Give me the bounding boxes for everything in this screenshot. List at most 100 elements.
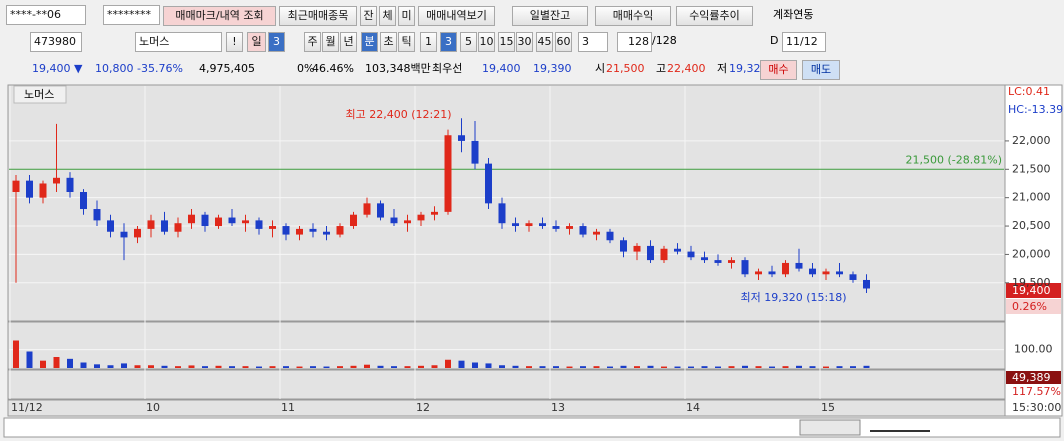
volume-bar	[499, 365, 505, 368]
ui-button[interactable]: 최근매매종목	[279, 6, 357, 26]
ui-button[interactable]: 5	[460, 32, 477, 52]
candle-body	[444, 135, 452, 212]
ui-text: 46.46%	[312, 62, 354, 75]
ui-button[interactable]: 1	[420, 32, 437, 52]
volume-bar	[620, 365, 627, 368]
chart-title: 노머스	[24, 88, 54, 101]
ui-button[interactable]: 월	[322, 32, 339, 52]
change-box	[1006, 299, 1061, 314]
scrollbar[interactable]	[3, 417, 1061, 438]
last-label: 19,400	[1012, 284, 1051, 297]
volume-bar	[364, 364, 370, 368]
ui-button[interactable]: 11/12	[782, 32, 826, 52]
reference-label: 21,500 (-28.81%)	[906, 153, 1002, 166]
ui-button[interactable]: 3	[578, 32, 608, 52]
volume-bar	[580, 366, 586, 368]
candle-body	[471, 140, 479, 164]
ui-button[interactable]: 수익률추이	[676, 6, 753, 26]
ui-text: 0%	[297, 62, 315, 75]
ui-button[interactable]: 년	[340, 32, 357, 52]
volume-bar	[242, 366, 249, 368]
candle-body	[39, 183, 47, 198]
candle-body	[390, 217, 398, 224]
ui-text: 19,390	[533, 62, 572, 75]
ui-button[interactable]: 3	[268, 32, 285, 52]
ui-button[interactable]: 초	[380, 32, 397, 52]
volume-bar	[323, 366, 330, 368]
ui-button[interactable]: 473980	[30, 32, 82, 52]
ui-text: 19,400 ▼	[32, 62, 83, 75]
ui-button[interactable]: 30	[516, 32, 533, 52]
volume-bar	[526, 366, 532, 368]
ui-button[interactable]: 매매마크/내역 조회	[163, 6, 276, 26]
x-tick-label: 13	[551, 401, 565, 414]
candle-body	[566, 226, 573, 229]
ui-text: 19,400	[482, 62, 521, 75]
candle-body	[579, 226, 587, 235]
ui-button[interactable]: 체	[379, 6, 396, 26]
candle-body	[498, 203, 506, 224]
volume-bar	[472, 362, 478, 368]
ui-button[interactable]: 10	[478, 32, 495, 52]
ui-text: 최우선	[432, 62, 463, 75]
candle-body	[323, 231, 330, 235]
annotation: 최저 19,320 (15:18)	[740, 291, 846, 304]
ui-button[interactable]: 45	[536, 32, 553, 52]
ui-text: 고	[656, 62, 667, 75]
volume-bar	[485, 363, 492, 368]
scroll-buttons[interactable]	[799, 419, 861, 436]
x-tick-label: 12	[416, 401, 430, 414]
ui-button[interactable]: 매매내역보기	[418, 6, 495, 26]
ui-button[interactable]: 노머스	[135, 32, 222, 52]
candle-body	[525, 223, 533, 227]
candle-body	[282, 226, 290, 235]
ui-button[interactable]: 미	[398, 6, 415, 26]
ui-button[interactable]: 주	[304, 32, 321, 52]
volume-bar	[539, 366, 546, 368]
ui-button[interactable]: !	[226, 32, 243, 52]
ui-button[interactable]: 128	[617, 32, 652, 52]
volume-bar	[809, 366, 816, 368]
volume-bar	[769, 366, 775, 368]
ui-button[interactable]: 일별잔고	[512, 6, 588, 26]
volume-bar	[229, 366, 235, 368]
volume-panel	[7, 321, 1006, 370]
ui-button[interactable]: 60	[555, 32, 572, 52]
volume-bar	[26, 351, 33, 368]
candle-body	[822, 271, 830, 275]
volume-bar	[701, 366, 708, 368]
volume-bar	[94, 364, 100, 368]
ui-text: 계좌연동	[773, 8, 814, 21]
ui-button[interactable]: ********	[103, 5, 160, 25]
candle-body	[93, 209, 101, 221]
y-tick-label: 22,000	[1012, 134, 1051, 147]
ui-button[interactable]: 일	[247, 32, 266, 52]
candle-body	[161, 220, 168, 232]
title-box	[13, 85, 67, 104]
ui-button[interactable]: 3	[440, 32, 457, 52]
candle-body	[485, 163, 492, 204]
x-end-label: 15:30:00	[1012, 401, 1061, 414]
ui-button[interactable]: 틱	[398, 32, 415, 52]
ui-button[interactable]: 잔	[360, 6, 377, 26]
x-tick-label: 10	[146, 401, 160, 414]
candle-body	[512, 223, 519, 227]
x-tick-label: 11	[281, 401, 295, 414]
ui-button[interactable]: 15	[498, 32, 515, 52]
volume-bar	[674, 366, 681, 368]
candle-body	[647, 245, 654, 261]
candle-body	[309, 228, 317, 232]
x-tick-label: 15	[821, 401, 835, 414]
ui-button[interactable]: 분	[361, 32, 378, 52]
ui-button[interactable]: 매도	[802, 60, 840, 80]
ui-button[interactable]: ****-**06	[6, 5, 86, 25]
volume-bar	[310, 366, 316, 368]
y-tick-label: 21,500	[1012, 162, 1051, 175]
ui-button[interactable]: 매수	[760, 60, 797, 80]
candle-body	[458, 135, 465, 141]
ui-button[interactable]: 매매수익	[595, 6, 671, 26]
volume-bar	[269, 366, 276, 368]
volume-bar	[121, 363, 127, 368]
volume-bar	[134, 365, 141, 368]
